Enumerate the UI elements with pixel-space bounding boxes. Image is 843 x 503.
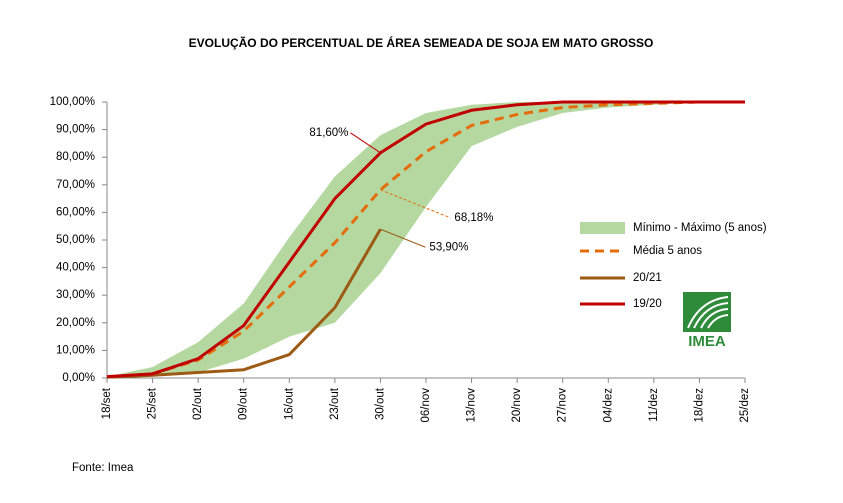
y-tick-label: 50,00% — [56, 234, 95, 246]
x-tick-label: 16/out — [283, 387, 295, 420]
y-tick-label: 80,00% — [56, 151, 95, 163]
series-line — [106, 100, 745, 379]
leader-line — [350, 132, 381, 154]
x-tick-label: 27/nov — [557, 388, 569, 423]
leader-line — [380, 189, 451, 219]
y-tick-label: 40,00% — [56, 262, 95, 274]
x-tick-label: 20/nov — [511, 388, 523, 423]
y-tick-label: 90,00% — [56, 124, 95, 136]
source: Fonte: Imea — [72, 462, 134, 474]
data-label: 53,90% — [429, 241, 468, 253]
series-line — [106, 100, 745, 379]
y-tick-label: 70,00% — [56, 179, 95, 191]
legend-label: 20/21 — [633, 272, 662, 284]
x-tick-label: 25/set — [147, 387, 159, 419]
x-tick-label: 30/out — [374, 387, 386, 420]
y-tick-label: 30,00% — [56, 289, 95, 301]
y-tick-label: 0,00% — [62, 372, 95, 384]
leader-line — [380, 228, 426, 248]
legend-swatch — [580, 222, 625, 234]
chart-title: EVOLUÇÃO DO PERCENTUAL DE ÁREA SEMEADA D… — [189, 35, 654, 50]
y-tick-label: 20,00% — [56, 317, 95, 329]
data-label: 81,60% — [309, 127, 348, 139]
x-tick-label: 13/nov — [466, 388, 478, 423]
x-tick-label: 18/set — [101, 387, 113, 419]
range-band — [107, 102, 745, 378]
legend-label: 19/20 — [633, 298, 662, 310]
x-tick-label: 11/dez — [648, 388, 660, 422]
logo: IMEA — [683, 292, 731, 350]
x-tick-label: 18/dez — [693, 388, 705, 423]
y-tick-label: 100,00% — [50, 96, 95, 108]
logo-text: IMEA — [688, 333, 726, 350]
y-tick-label: 60,00% — [56, 206, 95, 218]
legend-label: Média 5 anos — [633, 245, 702, 257]
data-label: 68,18% — [454, 212, 493, 224]
legend-label: Mínimo - Máximo (5 anos) — [633, 222, 767, 234]
y-tick-label: 10,00% — [56, 344, 95, 356]
logo-icon — [687, 296, 729, 329]
x-tick-label: 02/out — [192, 387, 204, 420]
x-tick-label: 09/out — [238, 387, 250, 420]
x-tick-label: 25/dez — [739, 388, 751, 423]
x-tick-label: 04/dez — [602, 388, 614, 423]
x-tick-label: 06/nov — [420, 388, 432, 423]
x-tick-label: 23/out — [329, 387, 341, 420]
